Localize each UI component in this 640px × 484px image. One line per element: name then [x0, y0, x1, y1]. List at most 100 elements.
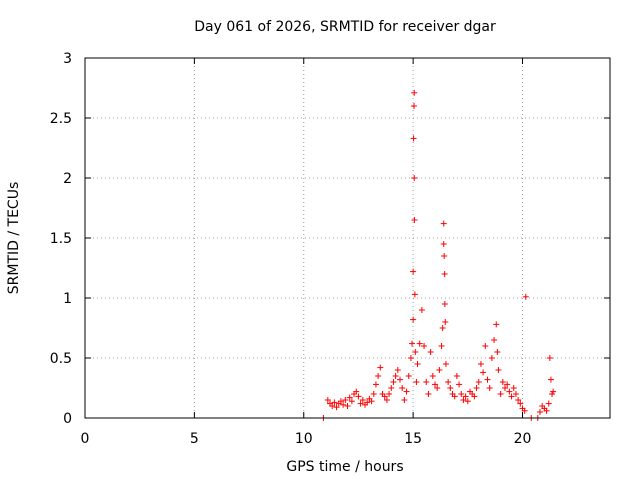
chart-title: Day 061 of 2026, SRMTID for receiver dga… — [194, 19, 496, 35]
data-point — [333, 404, 340, 411]
data-point — [401, 397, 408, 403]
data-point — [423, 379, 430, 385]
data-point — [451, 393, 458, 400]
data-point — [439, 325, 446, 331]
data-point — [392, 373, 399, 379]
data-point — [413, 379, 420, 385]
y-tick-label: 1 — [63, 291, 72, 307]
data-point — [410, 316, 417, 323]
data-point — [403, 388, 410, 395]
data-point — [407, 355, 414, 361]
data-point — [508, 393, 515, 400]
data-point — [545, 400, 552, 407]
data-point — [491, 337, 498, 343]
data-point — [411, 103, 417, 109]
data-point — [447, 385, 454, 391]
data-point — [506, 388, 513, 395]
data-point — [409, 340, 416, 347]
data-point — [460, 397, 467, 403]
data-point — [495, 367, 502, 373]
x-axis-label: GPS time / hours — [286, 459, 403, 475]
data-point — [344, 403, 351, 409]
data-point — [386, 391, 393, 397]
data-point — [372, 381, 379, 388]
grid-lines — [85, 58, 610, 418]
data-point — [388, 385, 395, 391]
data-point — [502, 385, 508, 391]
y-tick-label: 0.5 — [50, 351, 72, 367]
data-point — [329, 403, 336, 409]
data-point — [477, 361, 484, 367]
y-tick-label: 0 — [63, 411, 72, 427]
x-tick-label: 15 — [404, 431, 422, 447]
x-tick-label: 10 — [295, 431, 313, 447]
data-point — [421, 343, 428, 349]
data-point — [394, 367, 401, 373]
data-point — [512, 391, 519, 397]
data-point — [517, 400, 524, 407]
data-point — [411, 175, 418, 181]
data-point — [547, 376, 554, 383]
data-point — [357, 400, 364, 407]
x-tick-label: 5 — [190, 431, 199, 447]
data-point — [456, 381, 463, 388]
data-point — [497, 391, 504, 397]
data-point — [482, 343, 489, 349]
data-point — [436, 367, 443, 373]
data-point — [471, 393, 478, 400]
data-point — [499, 379, 506, 385]
data-point — [381, 393, 388, 400]
data-point — [416, 340, 423, 347]
data-point — [377, 364, 384, 371]
data-point — [442, 319, 449, 325]
data-point — [458, 391, 465, 397]
data-point — [453, 373, 460, 379]
y-axis-label: SRMTID / TECUs — [6, 182, 22, 295]
data-point — [324, 397, 331, 403]
data-point — [486, 385, 493, 391]
data-point — [432, 381, 438, 388]
data-point — [515, 397, 522, 403]
data-point — [484, 376, 491, 383]
data-point — [405, 373, 412, 379]
data-point — [383, 397, 390, 403]
data-point — [441, 301, 448, 307]
data-point — [464, 398, 471, 405]
data-point — [488, 355, 495, 361]
data-point — [348, 398, 355, 405]
data-point — [522, 293, 529, 300]
data-point — [375, 373, 382, 379]
data-point — [427, 349, 434, 355]
data-point — [442, 361, 449, 367]
data-point — [359, 397, 366, 403]
data-point — [364, 399, 371, 406]
data-point — [480, 369, 487, 376]
data-point — [537, 409, 543, 415]
data-point — [493, 321, 500, 328]
x-tick-label: 20 — [514, 431, 532, 447]
data-point — [546, 355, 553, 361]
plot-frame — [84, 57, 611, 419]
data-point — [411, 291, 418, 298]
x-axis-ticks: 0 5 10 15 20 — [81, 58, 532, 447]
data-point — [462, 393, 469, 400]
data-point — [504, 381, 511, 388]
data-point — [331, 399, 338, 406]
data-point — [441, 271, 448, 277]
data-point — [425, 391, 432, 397]
y-tick-label: 3 — [63, 51, 72, 67]
data-point — [399, 385, 406, 391]
y-axis-ticks: 0 0.5 1 1.5 2 2.5 3 — [50, 51, 610, 427]
data-point — [418, 307, 425, 313]
data-point — [412, 349, 419, 355]
data-point — [410, 268, 417, 275]
data-point — [494, 349, 501, 355]
data-point — [337, 398, 344, 405]
y-tick-label: 2 — [63, 171, 72, 187]
data-point — [521, 407, 528, 414]
x-tick-label: 0 — [81, 431, 90, 447]
data-point — [368, 398, 375, 405]
data-point — [355, 393, 362, 400]
data-point — [445, 379, 452, 385]
y-tick-label: 1.5 — [50, 231, 72, 247]
